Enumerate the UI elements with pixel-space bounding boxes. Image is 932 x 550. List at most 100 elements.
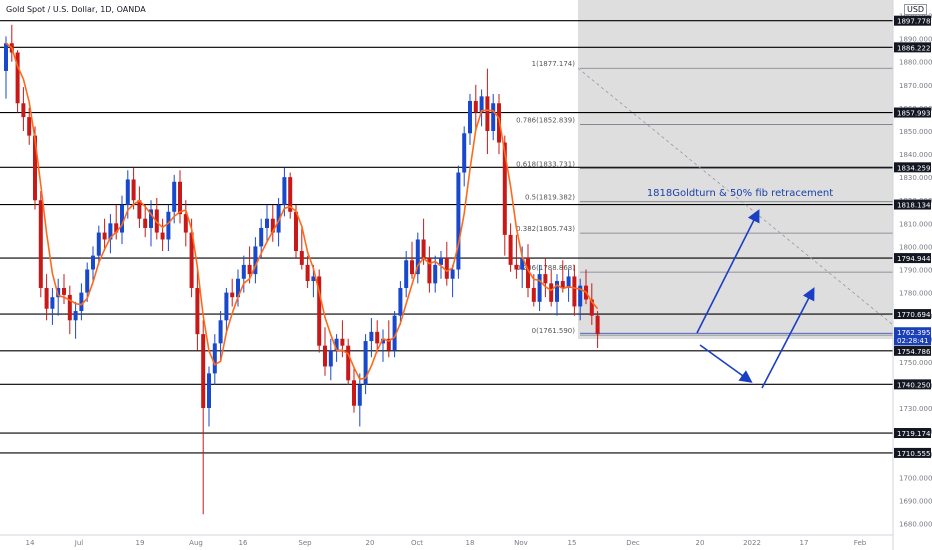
candle-body (236, 278, 240, 298)
x-tick-label: Feb (854, 539, 867, 547)
candle-body (44, 287, 49, 309)
x-tick-label: Sep (298, 539, 312, 547)
fib-level-label: 0.5(1819.382) (525, 194, 575, 202)
level-label-text: 1719.174 (897, 430, 931, 438)
y-tick-label: 1810.000 (899, 220, 932, 228)
level-label-box (894, 107, 931, 118)
level-label-text: 1834.259 (897, 164, 930, 172)
candle-body (85, 269, 90, 293)
level-label-text: 1754.786 (897, 348, 931, 356)
candle-body (566, 276, 571, 288)
candle-body (572, 276, 577, 307)
candle-body (114, 223, 119, 233)
y-tick-label: 1890.000 (899, 36, 932, 44)
shaded-zone (578, 0, 893, 339)
y-tick-label: 1700.000 (899, 474, 932, 482)
candle-body (120, 204, 124, 233)
candle-body (456, 172, 461, 270)
level-label-box (894, 345, 931, 356)
candle-body (299, 251, 304, 265)
candle-body (189, 232, 194, 288)
candle-body (50, 297, 55, 309)
candle-body (520, 257, 525, 270)
candle-body (415, 239, 420, 275)
level-label-text: 1710.555 (897, 450, 930, 458)
candle-body (439, 257, 443, 265)
candle-body (131, 179, 136, 201)
candle-body (143, 218, 148, 228)
candle-body (62, 287, 66, 295)
candle-body (276, 204, 281, 233)
last-price-value: 1762.395 (897, 329, 930, 337)
y-tick-label: 1800.000 (899, 243, 932, 251)
fib-level-label: 0.786(1852.839) (516, 116, 575, 124)
x-tick-label: 20 (696, 539, 705, 547)
candle-body (265, 218, 269, 228)
candle-body (421, 239, 426, 258)
candle-body (160, 232, 165, 240)
candle-body (33, 135, 37, 201)
candle-body (479, 96, 484, 113)
candle-body (241, 264, 246, 279)
x-tick-label: Jul (74, 539, 84, 547)
candle-body (323, 345, 327, 367)
candle-body (410, 260, 414, 275)
x-tick-label: 16 (239, 539, 248, 547)
candle-body (555, 281, 559, 302)
candle-body (67, 294, 72, 321)
level-label-box (894, 199, 931, 210)
fib-level-label: 0(1761.590) (532, 327, 576, 335)
x-tick-label: 20 (366, 539, 375, 547)
candle-body (183, 214, 188, 233)
candle-body (137, 200, 142, 219)
projection-arrow (699, 344, 753, 383)
candle-body (79, 292, 84, 312)
fib-level-label: 1(1877.174) (532, 60, 576, 68)
candle-body (543, 274, 548, 284)
candle-body (218, 320, 223, 344)
fib-level-label: 0.382(1805.743) (516, 225, 575, 233)
candlestick-series (4, 24, 600, 515)
level-label-box (894, 447, 931, 458)
candle-body (502, 142, 507, 235)
level-label-box (894, 15, 931, 26)
candle-body (369, 331, 374, 342)
shaded-region (578, 0, 893, 339)
candle-body (21, 103, 26, 118)
x-tick-label: Dec (626, 539, 640, 547)
candle-body (578, 285, 583, 307)
currency-badge[interactable]: USD (904, 4, 928, 15)
x-tick-label: Nov (514, 539, 528, 547)
level-label-box (894, 253, 931, 264)
candle-body (317, 276, 322, 346)
level-label-box (894, 428, 931, 439)
candle-body (346, 345, 351, 381)
level-label-text: 1897.778 (897, 18, 930, 26)
candle-body (253, 246, 258, 275)
x-tick-label: 19 (136, 539, 145, 547)
candle-body (224, 292, 229, 321)
candle-body (149, 209, 153, 228)
candle-body (352, 380, 356, 406)
candle-body (212, 343, 217, 374)
candle-body (381, 338, 385, 344)
candle-body (172, 181, 177, 212)
y-tick-label: 1850.000 (899, 128, 932, 136)
level-label-box (894, 42, 931, 53)
candle-body (27, 117, 32, 136)
horizontal-levels (0, 20, 893, 454)
x-tick-label: 14 (26, 539, 35, 547)
candle-body (357, 384, 362, 406)
candle-body (96, 232, 101, 256)
candle-body (444, 257, 449, 279)
candle-body (549, 283, 554, 302)
candle-body (166, 211, 171, 240)
y-tick-label: 1880.000 (899, 59, 932, 67)
candle-body (508, 234, 513, 265)
y-tick-label: 1780.000 (899, 290, 932, 298)
projection-arrow (761, 287, 815, 389)
x-tick-label: 15 (568, 539, 577, 547)
y-tick-label: 1840.000 (899, 151, 932, 159)
candle-body (398, 287, 403, 316)
